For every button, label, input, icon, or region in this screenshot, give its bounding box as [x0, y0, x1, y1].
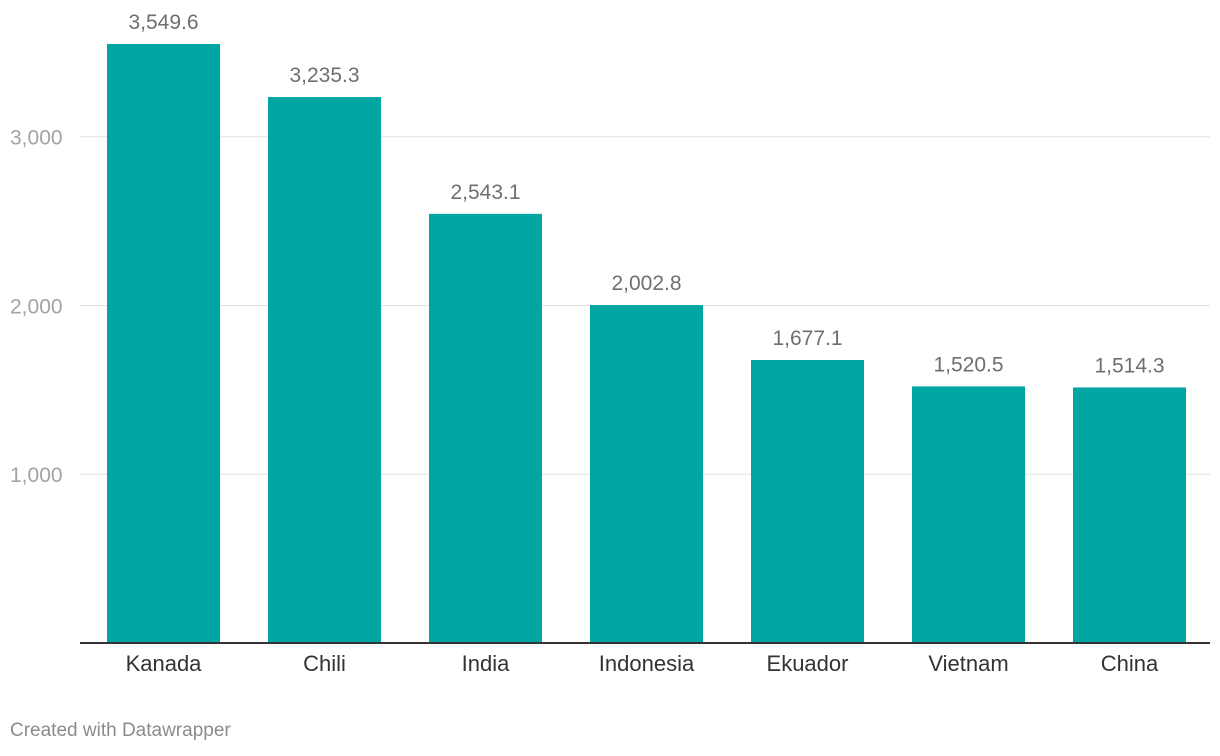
category-label: Indonesia	[599, 651, 695, 676]
bar	[268, 97, 381, 643]
bar	[751, 359, 864, 643]
bar	[590, 305, 703, 643]
bar-chart: 1,000 2,000 3,000 3,549.6 Kanada 3,235.3 Chil…	[10, 11, 1210, 676]
y-tick-label: 2,000	[10, 295, 63, 318]
value-label: 3,549.6	[128, 11, 198, 34]
value-label: 3,235.3	[289, 64, 359, 87]
category-label: Kanada	[126, 651, 203, 676]
category-label: Ekuador	[767, 651, 849, 676]
datawrapper-credit: Created with Datawrapper	[10, 720, 231, 741]
y-tick-label: 1,000	[10, 464, 63, 487]
bar	[107, 44, 220, 643]
y-tick-label: 3,000	[10, 127, 63, 150]
bar	[429, 213, 542, 643]
category-label: China	[1101, 651, 1159, 676]
value-label: 1,514.3	[1094, 354, 1164, 377]
bar	[1073, 387, 1186, 643]
category-label: Vietnam	[928, 651, 1008, 676]
value-label: 1,520.5	[933, 353, 1003, 376]
bars: 3,549.6 Kanada 3,235.3 Chili 2,543.1 India 2,0…	[107, 11, 1186, 676]
category-label: Chili	[303, 651, 346, 676]
category-label: India	[462, 651, 510, 676]
value-label: 2,543.1	[450, 181, 520, 204]
value-label: 2,002.8	[611, 272, 681, 295]
bar	[912, 386, 1025, 643]
value-label: 1,677.1	[772, 327, 842, 350]
